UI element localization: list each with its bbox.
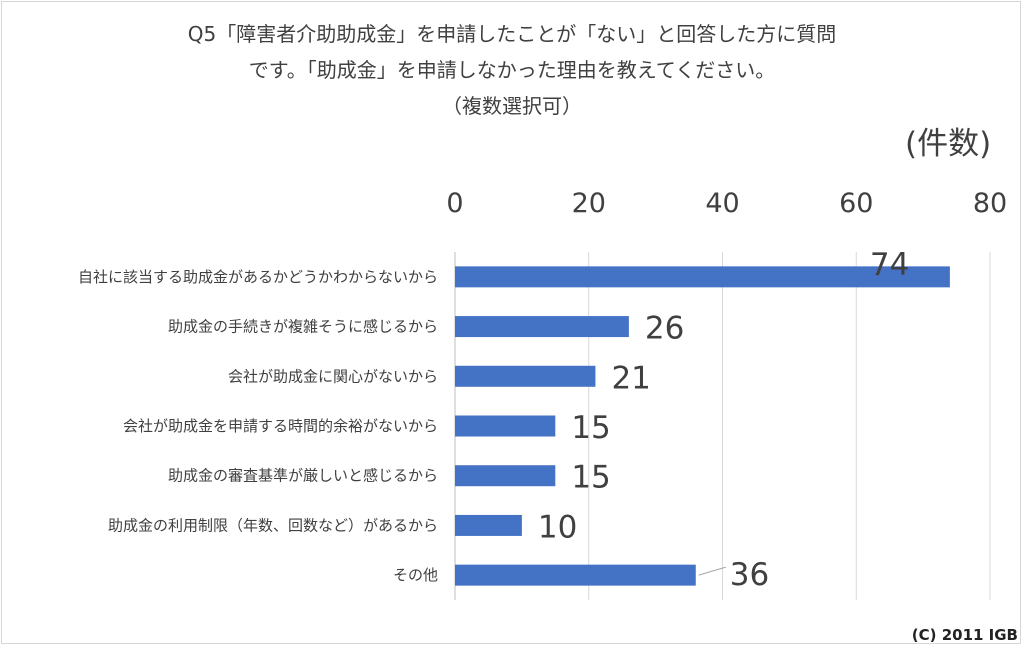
bar-3 xyxy=(455,415,556,437)
bar-0 xyxy=(455,266,950,288)
data-label-5: 10 xyxy=(538,509,577,545)
category-label-2: 会社が助成金に関心がないから xyxy=(228,367,438,385)
chart-title: Q5「障害者介助助成金」を申請したことが「ない」と回答した方に質問 です。「助成… xyxy=(0,16,1024,124)
bar-1 xyxy=(455,316,629,338)
x-tick-label-20: 20 xyxy=(572,188,606,219)
bar-2 xyxy=(455,365,596,387)
data-label-4: 15 xyxy=(571,460,610,496)
category-label-1: 助成金の手続きが複雑そうに感じるから xyxy=(168,318,438,336)
title-line-3: （複数選択可） xyxy=(442,94,582,118)
unit-label: (件数) xyxy=(905,126,992,162)
x-tick-label-60: 60 xyxy=(839,188,873,219)
x-tick-label-0: 0 xyxy=(446,188,463,219)
category-label-0: 自社に該当する助成金があるかどうかわからないから xyxy=(78,268,438,286)
leader-line-6 xyxy=(698,566,726,576)
title-line-1: Q5「障害者介助助成金」を申請したことが「ない」と回答した方に質問 xyxy=(187,22,837,46)
category-label-3: 会社が助成金を申請する時間的余裕がないから xyxy=(123,417,438,435)
data-label-0: 74 xyxy=(870,247,909,283)
data-label-6: 36 xyxy=(730,557,769,593)
category-label-6: その他 xyxy=(393,566,438,584)
x-tick-label-40: 40 xyxy=(705,188,739,219)
data-label-3: 15 xyxy=(571,410,610,446)
category-label-5: 助成金の利用制限（年数、回数など）があるから xyxy=(108,516,438,534)
bar-5 xyxy=(455,514,522,536)
category-label-4: 助成金の審査基準が厳しいと感じるから xyxy=(168,467,438,485)
x-tick-label-80: 80 xyxy=(973,188,1007,219)
title-line-2: です。「助成金」を申請しなかった理由を教えてください。 xyxy=(248,58,776,82)
bar-4 xyxy=(455,465,556,487)
data-label-1: 26 xyxy=(645,311,684,347)
data-label-2: 21 xyxy=(611,360,650,396)
copyright-credit: (C) 2011 IGB xyxy=(911,626,1018,644)
bar-6 xyxy=(455,564,696,586)
